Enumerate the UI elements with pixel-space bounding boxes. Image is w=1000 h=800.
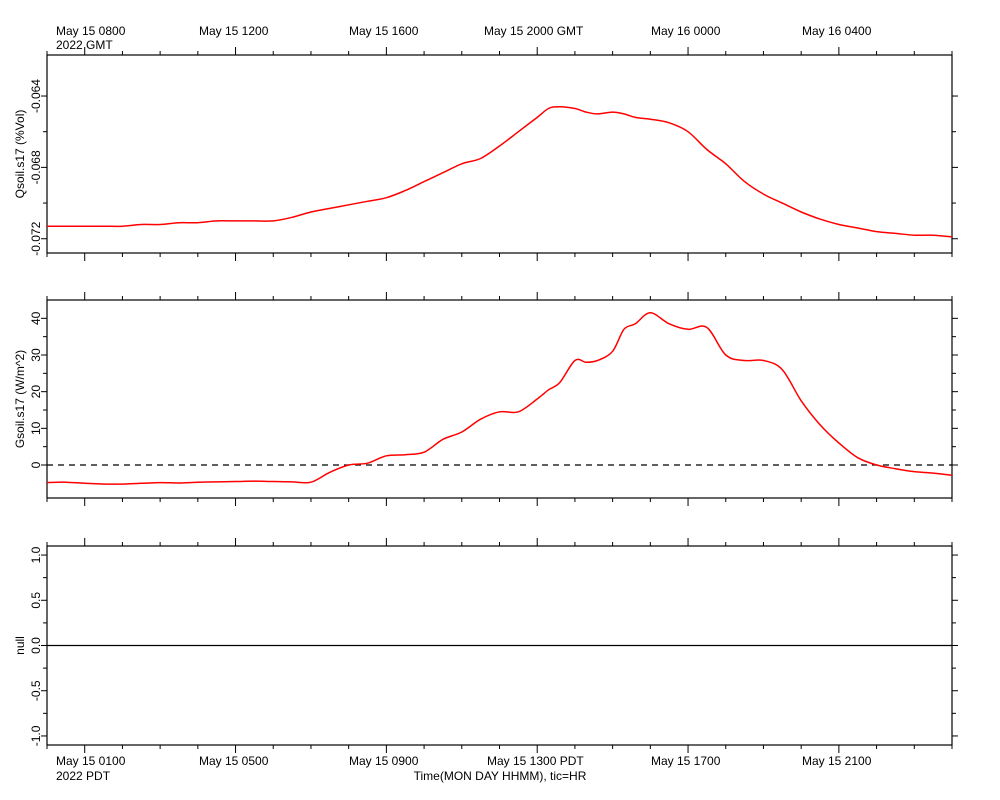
bottom-axis-tick-label: May 15 0100 xyxy=(56,754,126,768)
bottom-axis-tick-label: May 15 1300 PDT xyxy=(487,754,584,768)
bottom-axis-tick-label: May 15 0900 xyxy=(349,754,419,768)
top-axis-tick-label: May 16 0400 xyxy=(802,24,872,38)
series-line-2 xyxy=(46,312,953,485)
y-tick-label: -1.0 xyxy=(29,725,43,746)
x-axis-title: Time(MON DAY HHMM), tic=HR xyxy=(414,769,587,783)
y-axis-title: Qsoil.s17 (%Vol) xyxy=(13,110,27,199)
y-tick-label: -0.064 xyxy=(29,79,43,113)
bottom-axis-tick-label: May 15 1700 xyxy=(651,754,721,768)
y-axis-title: null xyxy=(13,636,27,655)
y-tick-label: -0.5 xyxy=(29,680,43,701)
panel-frame-2 xyxy=(46,299,953,499)
y-tick-label: 0.5 xyxy=(29,592,43,609)
bottom-axis-tick-label: May 15 0500 xyxy=(199,754,269,768)
y-tick-label: 1.0 xyxy=(29,546,43,563)
y-tick-label: -0.068 xyxy=(29,150,43,184)
top-axis-year: 2022 GMT xyxy=(56,38,113,52)
bottom-axis-year: 2022 PDT xyxy=(56,769,111,783)
top-axis-tick-label: May 16 0000 xyxy=(651,24,721,38)
top-axis-tick-label: May 15 1600 xyxy=(349,24,419,38)
top-axis-tick-label: May 15 2000 GMT xyxy=(484,24,584,38)
series-line-1 xyxy=(47,105,953,238)
bottom-axis-tick-label: May 15 2100 xyxy=(802,754,872,768)
y-tick-label: 0 xyxy=(29,461,43,468)
top-axis-tick-label: May 15 1200 xyxy=(199,24,269,38)
top-axis-tick-label: May 15 0800 xyxy=(56,24,126,38)
y-tick-label: 20 xyxy=(29,385,43,399)
y-tick-label: 30 xyxy=(29,348,43,362)
y-tick-label: 0.0 xyxy=(29,637,43,654)
y-axis-title: Gsoil.s17 (W/m^2) xyxy=(13,350,27,448)
y-tick-label: -0.072 xyxy=(29,221,43,255)
y-tick-label: 10 xyxy=(29,421,43,435)
y-tick-label: 40 xyxy=(29,311,43,325)
